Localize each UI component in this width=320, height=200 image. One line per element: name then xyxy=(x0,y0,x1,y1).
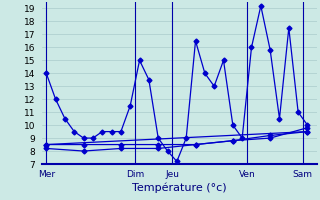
X-axis label: Température (°c): Température (°c) xyxy=(132,182,227,193)
